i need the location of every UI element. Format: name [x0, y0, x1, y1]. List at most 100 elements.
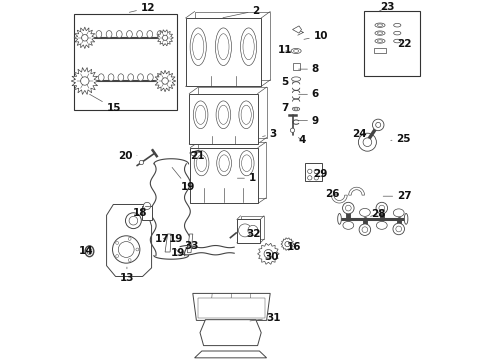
Ellipse shape — [377, 40, 383, 42]
Text: 24: 24 — [352, 129, 367, 139]
Bar — [189, 94, 258, 144]
Ellipse shape — [393, 31, 401, 35]
Text: 27: 27 — [383, 191, 412, 201]
Text: 25: 25 — [391, 134, 411, 144]
Polygon shape — [71, 68, 98, 94]
Ellipse shape — [291, 49, 301, 54]
Polygon shape — [200, 320, 261, 346]
Ellipse shape — [376, 221, 387, 229]
Ellipse shape — [194, 151, 209, 176]
Text: 28: 28 — [370, 209, 386, 219]
Circle shape — [376, 122, 381, 127]
Circle shape — [345, 205, 351, 211]
Text: 31: 31 — [250, 312, 281, 323]
Ellipse shape — [292, 77, 301, 81]
Circle shape — [125, 213, 141, 229]
Text: 7: 7 — [281, 103, 294, 113]
Text: 19: 19 — [172, 167, 196, 192]
Text: 21: 21 — [190, 150, 205, 161]
Polygon shape — [281, 238, 294, 251]
Ellipse shape — [87, 248, 92, 255]
Polygon shape — [331, 195, 347, 203]
Ellipse shape — [393, 23, 401, 27]
Ellipse shape — [377, 24, 383, 27]
Polygon shape — [154, 70, 176, 92]
Ellipse shape — [293, 107, 300, 111]
Circle shape — [362, 227, 368, 233]
Ellipse shape — [217, 151, 231, 176]
Bar — [364, 11, 419, 76]
Ellipse shape — [219, 105, 228, 124]
Text: 26: 26 — [325, 189, 340, 199]
Circle shape — [128, 258, 131, 261]
Circle shape — [80, 77, 89, 85]
Bar — [190, 148, 258, 203]
Circle shape — [239, 224, 251, 237]
Text: 1: 1 — [237, 173, 256, 183]
Text: 14: 14 — [78, 246, 93, 256]
Ellipse shape — [294, 50, 298, 53]
Text: 6: 6 — [298, 89, 319, 99]
Ellipse shape — [126, 31, 132, 38]
Text: 18: 18 — [133, 208, 147, 218]
Ellipse shape — [404, 213, 408, 224]
Circle shape — [314, 176, 319, 180]
Text: 15: 15 — [90, 94, 121, 113]
Text: 23: 23 — [379, 2, 394, 12]
Text: 33: 33 — [184, 240, 199, 251]
Bar — [241, 216, 264, 239]
Ellipse shape — [157, 31, 163, 38]
Polygon shape — [165, 234, 171, 252]
Circle shape — [396, 226, 402, 232]
Text: 9: 9 — [298, 116, 319, 126]
Ellipse shape — [375, 39, 385, 43]
Ellipse shape — [108, 74, 114, 81]
Text: 29: 29 — [313, 168, 327, 179]
Text: 13: 13 — [120, 267, 134, 283]
Circle shape — [363, 138, 372, 147]
Ellipse shape — [377, 32, 383, 34]
Circle shape — [128, 238, 131, 240]
Circle shape — [81, 35, 88, 41]
Ellipse shape — [375, 23, 385, 27]
Circle shape — [144, 202, 151, 210]
Bar — [198, 87, 267, 138]
Ellipse shape — [241, 105, 251, 124]
Bar — [142, 206, 152, 220]
Text: 5: 5 — [281, 77, 294, 87]
Circle shape — [118, 242, 134, 257]
Polygon shape — [349, 187, 365, 195]
Circle shape — [359, 224, 370, 235]
Circle shape — [129, 216, 138, 225]
PathPatch shape — [107, 204, 151, 276]
Ellipse shape — [393, 209, 404, 217]
Ellipse shape — [216, 101, 231, 129]
Text: 12: 12 — [129, 3, 155, 13]
Circle shape — [116, 255, 119, 257]
Text: 8: 8 — [298, 64, 319, 74]
Polygon shape — [258, 243, 279, 264]
Circle shape — [136, 248, 139, 251]
Ellipse shape — [196, 105, 206, 124]
Circle shape — [116, 242, 119, 244]
Ellipse shape — [338, 213, 342, 224]
Bar — [186, 18, 261, 86]
Circle shape — [379, 205, 385, 211]
Polygon shape — [187, 234, 193, 253]
Circle shape — [343, 202, 354, 214]
Ellipse shape — [106, 31, 112, 38]
Ellipse shape — [343, 221, 354, 229]
Circle shape — [285, 242, 290, 247]
Ellipse shape — [193, 101, 208, 129]
Circle shape — [308, 176, 312, 180]
Circle shape — [314, 169, 319, 174]
Ellipse shape — [393, 39, 401, 43]
Ellipse shape — [190, 28, 206, 66]
Circle shape — [139, 160, 144, 165]
Text: 16: 16 — [286, 242, 301, 252]
Ellipse shape — [85, 246, 94, 257]
Circle shape — [376, 202, 388, 214]
Ellipse shape — [375, 31, 385, 35]
Circle shape — [113, 236, 140, 263]
Text: 30: 30 — [265, 252, 279, 262]
